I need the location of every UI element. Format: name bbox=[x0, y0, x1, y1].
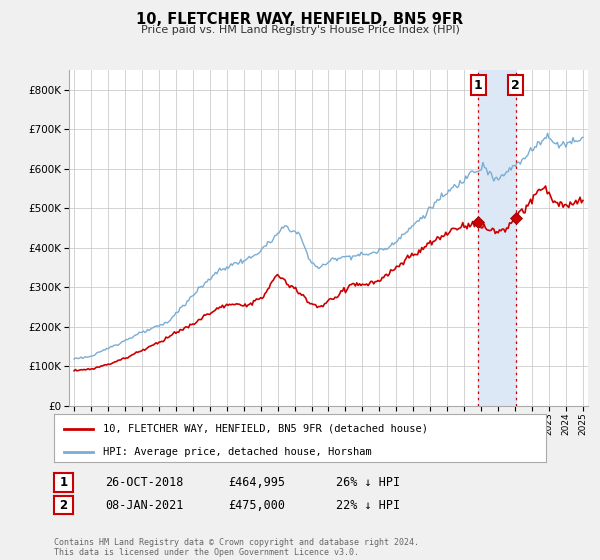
Text: 10, FLETCHER WAY, HENFIELD, BN5 9FR: 10, FLETCHER WAY, HENFIELD, BN5 9FR bbox=[136, 12, 464, 27]
Text: 22% ↓ HPI: 22% ↓ HPI bbox=[336, 498, 400, 512]
Text: 1: 1 bbox=[59, 476, 68, 489]
Text: 08-JAN-2021: 08-JAN-2021 bbox=[105, 498, 184, 512]
Text: 10, FLETCHER WAY, HENFIELD, BN5 9FR (detached house): 10, FLETCHER WAY, HENFIELD, BN5 9FR (det… bbox=[103, 424, 428, 433]
Text: Contains HM Land Registry data © Crown copyright and database right 2024.
This d: Contains HM Land Registry data © Crown c… bbox=[54, 538, 419, 557]
Text: 2: 2 bbox=[511, 78, 520, 92]
Text: 26% ↓ HPI: 26% ↓ HPI bbox=[336, 476, 400, 489]
Text: 2: 2 bbox=[59, 498, 68, 512]
Text: 1: 1 bbox=[474, 78, 482, 92]
Bar bbox=[478, 70, 515, 406]
Text: 26-OCT-2018: 26-OCT-2018 bbox=[105, 476, 184, 489]
Text: £475,000: £475,000 bbox=[228, 498, 285, 512]
Text: HPI: Average price, detached house, Horsham: HPI: Average price, detached house, Hors… bbox=[103, 446, 372, 456]
Text: £464,995: £464,995 bbox=[228, 476, 285, 489]
Text: Price paid vs. HM Land Registry's House Price Index (HPI): Price paid vs. HM Land Registry's House … bbox=[140, 25, 460, 35]
